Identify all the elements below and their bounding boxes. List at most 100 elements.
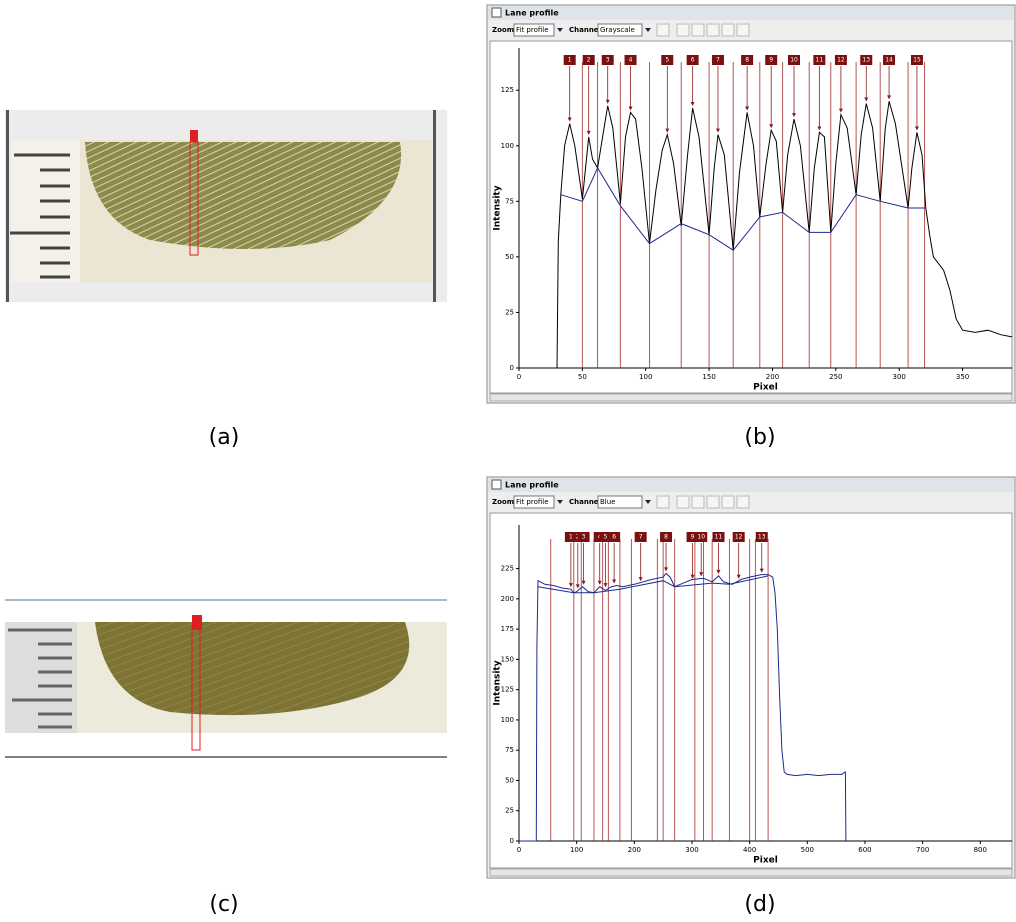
peak-marker[interactable] — [910, 55, 923, 65]
channel-value: Blue — [600, 498, 616, 506]
peak-arrowhead — [586, 130, 591, 135]
peak-marker[interactable] — [686, 55, 699, 65]
peak-marker[interactable] — [582, 55, 595, 65]
window-title: Lane profile — [505, 481, 559, 490]
x-tick-label: 100 — [570, 846, 583, 854]
x-tick-label: 200 — [628, 846, 641, 854]
scrollbar[interactable] — [489, 868, 1013, 877]
y-tick-label: 200 — [501, 595, 514, 603]
peak-label: 5 — [665, 57, 669, 64]
peak-label: 6 — [691, 57, 695, 64]
peak-label: 11 — [816, 57, 824, 64]
y-tick-label: 125 — [501, 686, 514, 694]
peak-marker[interactable] — [883, 55, 896, 65]
dropdown-arrow — [645, 500, 651, 504]
peak-marker[interactable] — [755, 532, 768, 542]
peak-marker[interactable] — [601, 55, 614, 65]
x-tick-label: 800 — [974, 846, 987, 854]
caption: (c) — [209, 892, 238, 917]
peak-marker[interactable] — [624, 55, 637, 65]
x-tick-label: 0 — [517, 846, 521, 854]
toolbar-button[interactable] — [721, 23, 735, 37]
x-tick-label: 200 — [766, 373, 779, 381]
peak-label: 6 — [612, 534, 616, 541]
peak-marker[interactable] — [813, 55, 826, 65]
peak-arrowhead — [664, 567, 669, 572]
channel-label: Channel: — [569, 26, 604, 34]
peak-arrowhead — [792, 113, 797, 118]
y-tick-label: 100 — [501, 142, 514, 150]
peak-label: 7 — [716, 57, 720, 64]
toolbar-button[interactable] — [736, 23, 750, 37]
zoom-dropdown[interactable] — [513, 23, 555, 37]
y-tick-label: 225 — [501, 565, 514, 573]
channel-label: Channel: — [569, 498, 604, 506]
toolbar-button[interactable] — [656, 23, 670, 37]
peak-marker[interactable] — [563, 55, 576, 65]
x-axis-title: Pixel — [753, 856, 778, 866]
peak-marker[interactable] — [661, 55, 674, 65]
peak-marker[interactable] — [686, 532, 699, 542]
toolbar-button[interactable] — [676, 495, 690, 509]
x-tick-label: 400 — [743, 846, 756, 854]
dropdown-arrow — [645, 28, 651, 32]
toolbar-button[interactable] — [721, 495, 735, 509]
peak-marker[interactable] — [695, 532, 708, 542]
channel-dropdown[interactable] — [597, 23, 643, 37]
y-axis-title: Intensity — [493, 660, 503, 705]
toolbar-button[interactable] — [676, 23, 690, 37]
peak-marker[interactable] — [599, 532, 612, 542]
x-tick-label: 350 — [956, 373, 969, 381]
y-tick-label: 50 — [505, 253, 514, 261]
peak-arrowhead — [603, 583, 608, 588]
y-tick-label: 175 — [501, 625, 514, 633]
peak-marker[interactable] — [834, 55, 847, 65]
toolbar-button[interactable] — [656, 495, 670, 509]
peak-label: 8 — [745, 57, 749, 64]
peak-label: 4 — [629, 57, 633, 64]
scrollbar[interactable] — [489, 393, 1013, 402]
peak-label: 12 — [837, 57, 845, 64]
profile-line — [519, 101, 1013, 369]
peak-label: 1 — [569, 534, 573, 541]
toolbar-button[interactable] — [691, 495, 705, 509]
peak-label: 9 — [691, 534, 695, 541]
peak-marker[interactable] — [788, 55, 801, 65]
peak-marker[interactable] — [765, 55, 778, 65]
zoom-value: Fit profile — [516, 26, 549, 34]
peak-arrowhead — [638, 577, 643, 582]
peak-marker[interactable] — [712, 532, 725, 542]
toolbar-button[interactable] — [706, 23, 720, 37]
peak-label: 7 — [639, 534, 643, 541]
channel-value: Grayscale — [600, 26, 635, 34]
y-tick-label: 150 — [501, 655, 514, 663]
peak-arrowhead — [736, 574, 741, 579]
peak-label: 2 — [587, 57, 591, 64]
y-tick-label: 125 — [501, 86, 514, 94]
peak-marker[interactable] — [741, 55, 754, 65]
peak-marker[interactable] — [608, 532, 621, 542]
x-tick-label: 600 — [858, 846, 871, 854]
peak-marker[interactable] — [711, 55, 724, 65]
fingerprint-image-a — [5, 110, 447, 302]
title-bar — [488, 478, 1014, 492]
x-tick-label: 100 — [639, 373, 652, 381]
window-title: Lane profile — [505, 9, 559, 18]
peak-marker[interactable] — [577, 532, 590, 542]
peak-label: 14 — [885, 57, 893, 64]
toolbar-button[interactable] — [706, 495, 720, 509]
peak-marker[interactable] — [634, 532, 647, 542]
zoom-dropdown[interactable] — [513, 495, 555, 509]
x-tick-label: 500 — [801, 846, 814, 854]
peak-arrowhead — [605, 99, 610, 104]
peak-marker[interactable] — [860, 55, 873, 65]
peak-marker[interactable] — [660, 532, 673, 542]
zoom-value: Fit profile — [516, 498, 549, 506]
peak-arrowhead — [567, 117, 572, 122]
channel-dropdown[interactable] — [597, 495, 643, 509]
peak-marker[interactable] — [564, 532, 577, 542]
x-tick-label: 300 — [685, 846, 698, 854]
toolbar-button[interactable] — [691, 23, 705, 37]
toolbar-button[interactable] — [736, 495, 750, 509]
peak-marker[interactable] — [732, 532, 745, 542]
